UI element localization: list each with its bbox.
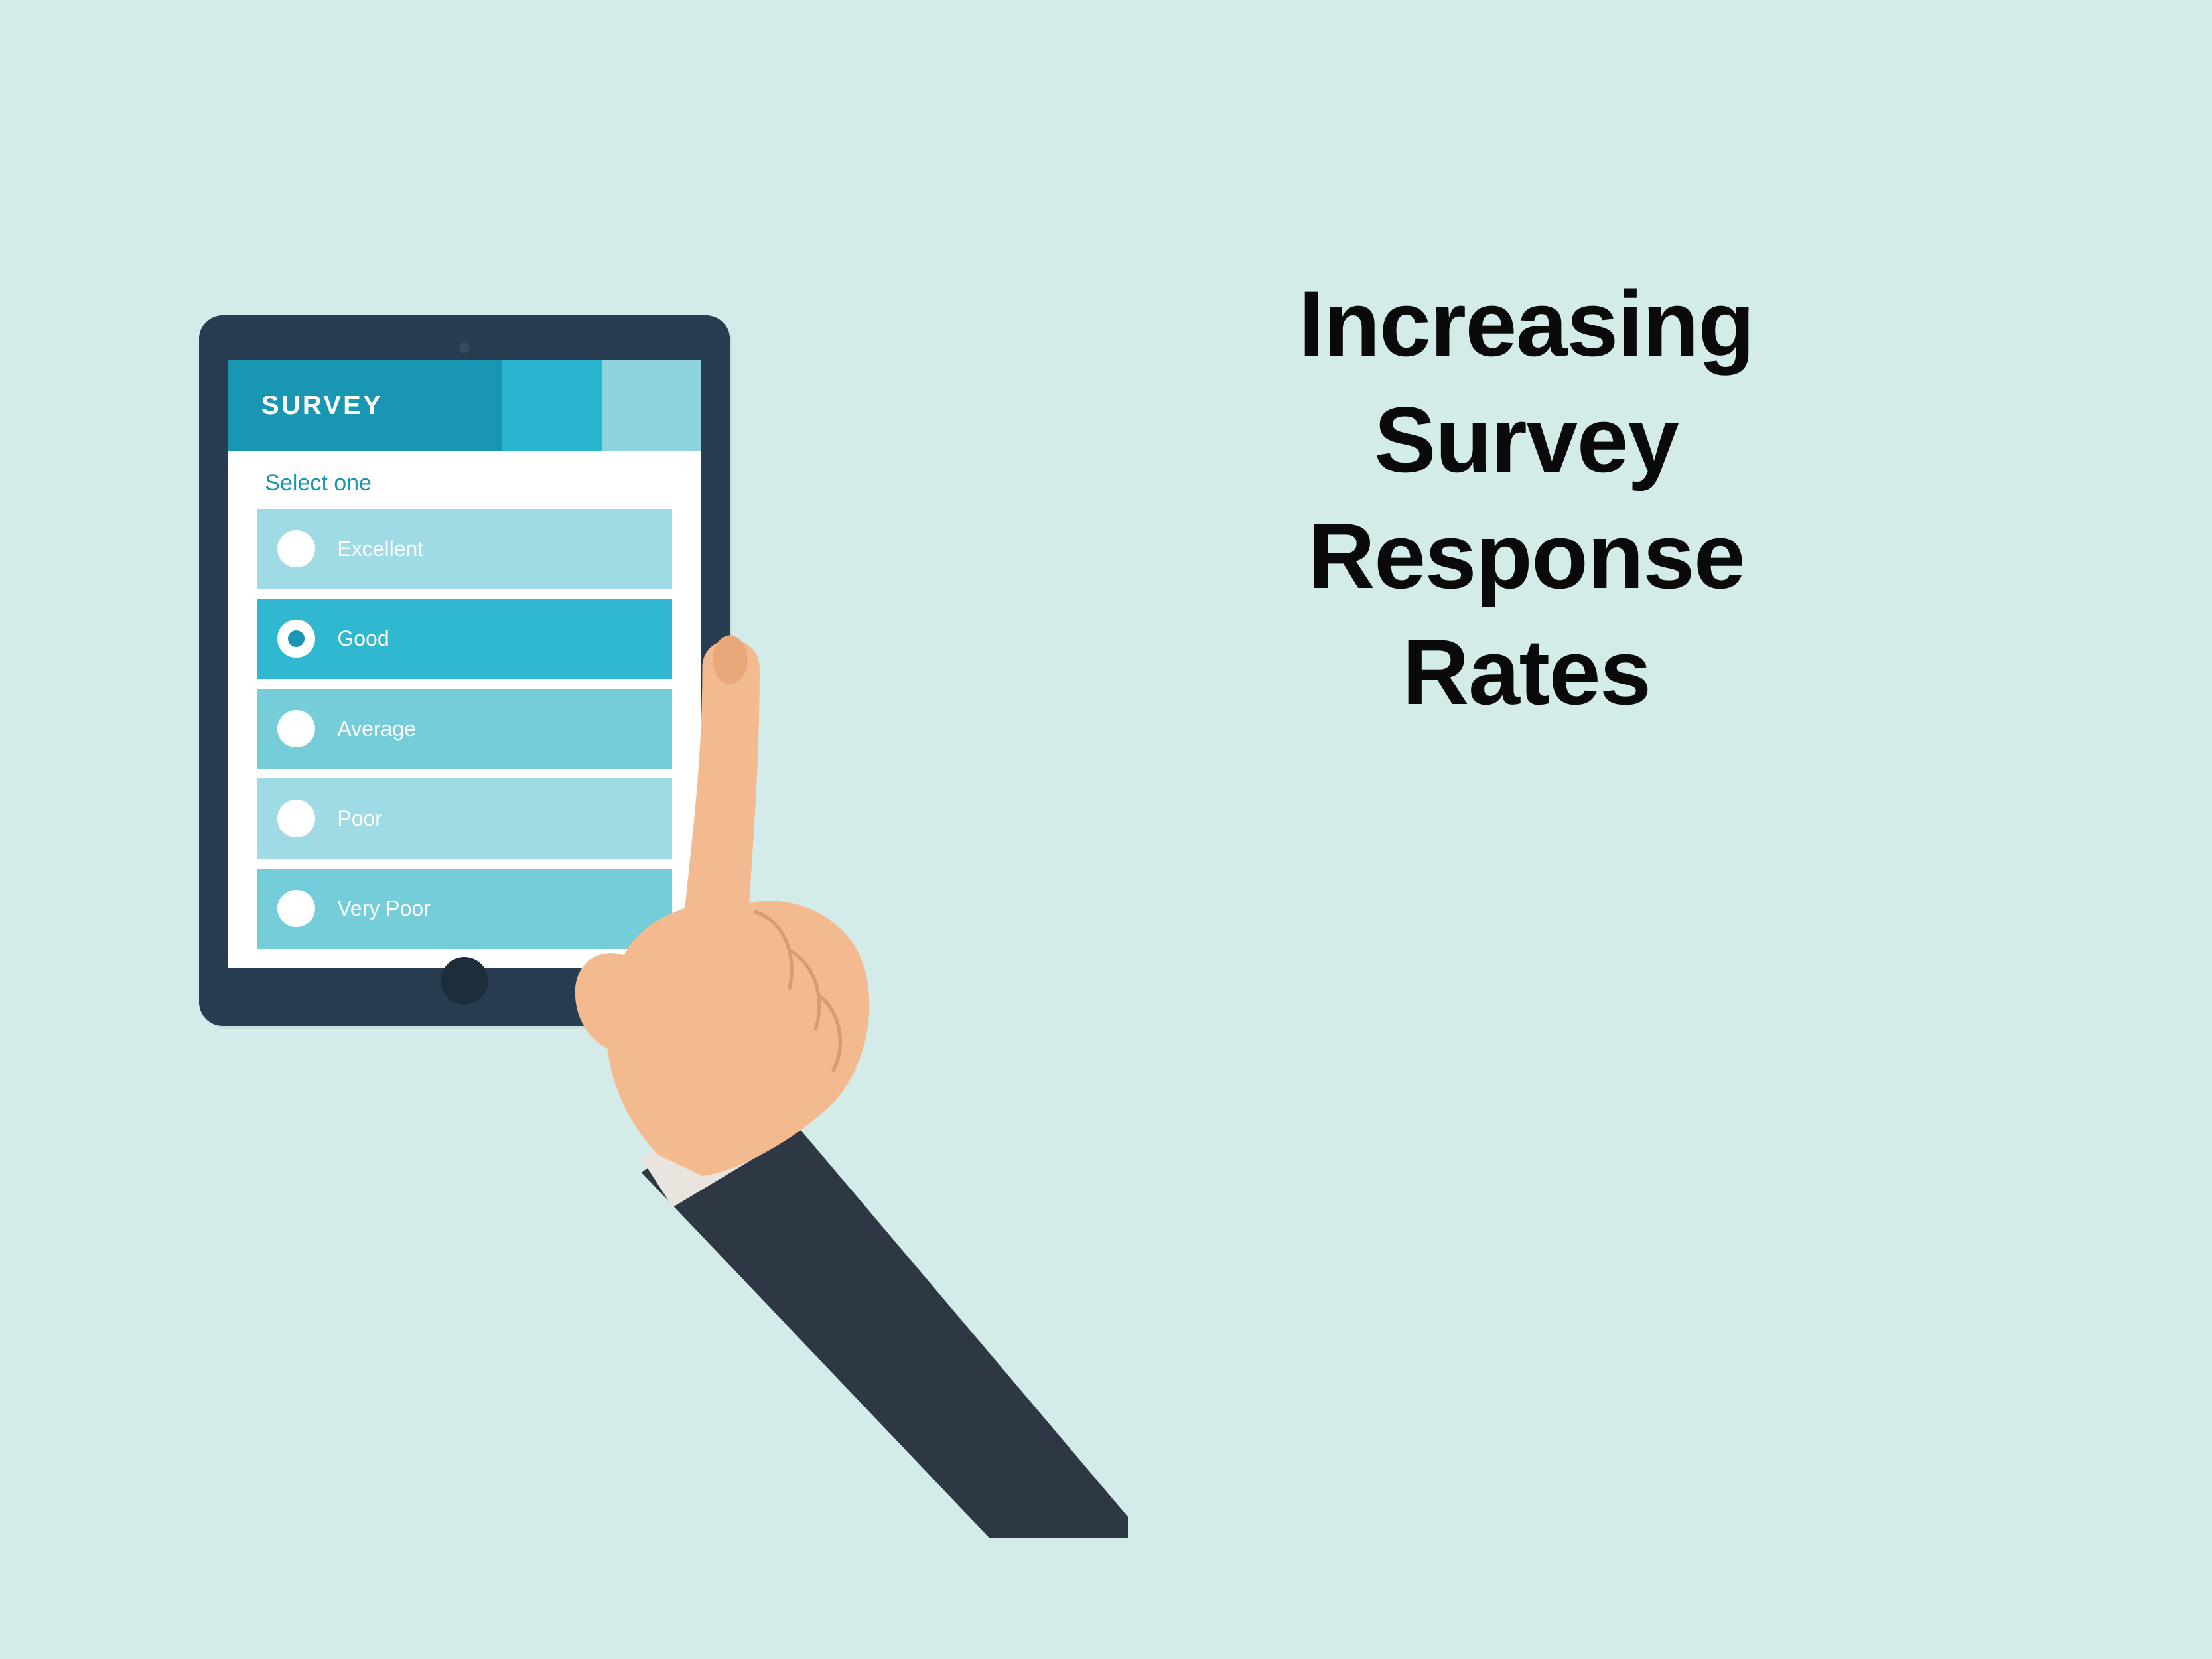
- tablet-device: SURVEY Select one Excellent: [199, 315, 730, 1026]
- option-label: Very Poor: [337, 897, 431, 921]
- finger-line-1: [754, 912, 792, 990]
- option-average[interactable]: Average: [257, 689, 673, 769]
- headline-line-1: Increasing: [1298, 271, 1754, 376]
- tablet-zone: SURVEY Select one Excellent: [199, 315, 730, 1026]
- survey-header-accent-1: [502, 360, 602, 451]
- headline-line-2: Survey: [1374, 388, 1679, 492]
- radio-icon[interactable]: [277, 530, 314, 567]
- radio-icon[interactable]: [277, 620, 314, 657]
- survey-title-block: SURVEY: [228, 360, 502, 451]
- camera-icon: [459, 342, 470, 353]
- survey-body: Select one Excellent Good: [228, 451, 701, 968]
- headline-line-3: Response: [1308, 504, 1745, 608]
- tablet-screen: SURVEY Select one Excellent: [228, 360, 701, 968]
- survey-instruction: Select one: [257, 470, 673, 496]
- headline: Increasing Survey Response Rates: [973, 265, 2079, 730]
- headline-line-4: Rates: [1402, 620, 1650, 724]
- finger-line-2: [790, 950, 819, 1030]
- sleeve-shape: [642, 1086, 1128, 1538]
- infographic-canvas: SURVEY Select one Excellent: [0, 0, 2212, 1659]
- option-label: Poor: [337, 806, 382, 831]
- survey-title: SURVEY: [261, 391, 383, 421]
- radio-icon[interactable]: [277, 800, 314, 837]
- option-poor[interactable]: Poor: [257, 778, 673, 859]
- option-label: Excellent: [337, 537, 423, 561]
- option-label: Average: [337, 717, 416, 741]
- option-label: Good: [337, 626, 389, 651]
- option-excellent[interactable]: Excellent: [257, 509, 673, 589]
- survey-header-accent-2: [602, 360, 701, 451]
- radio-icon[interactable]: [277, 710, 314, 747]
- cuff-shape: [642, 1078, 812, 1207]
- option-good[interactable]: Good: [257, 599, 673, 679]
- survey-header: SURVEY: [228, 360, 701, 451]
- finger-line-3: [819, 995, 841, 1072]
- home-button-icon: [441, 957, 488, 1005]
- option-very-poor[interactable]: Very Poor: [257, 869, 673, 949]
- survey-options: Excellent Good Average: [257, 509, 673, 949]
- tablet-bezel: SURVEY Select one Excellent: [199, 315, 730, 1026]
- radio-icon[interactable]: [277, 890, 314, 927]
